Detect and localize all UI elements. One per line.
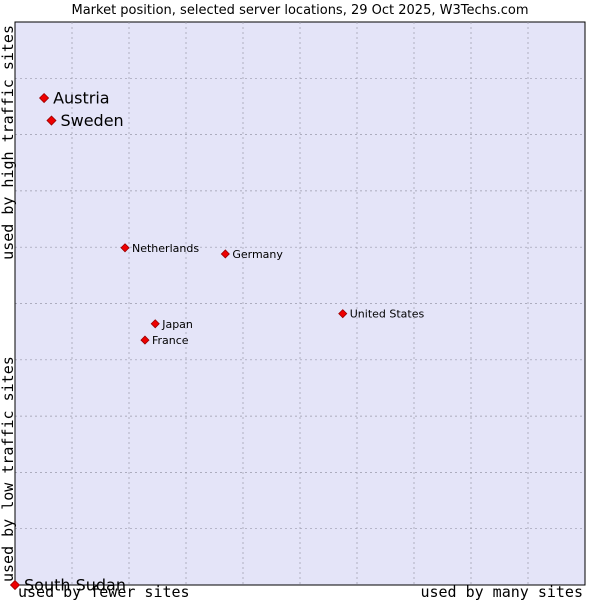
point-label-japan: Japan — [161, 318, 193, 331]
point-label-united-states: United States — [350, 308, 425, 321]
y-axis-label-low: used by low traffic sites — [0, 356, 17, 582]
point-marker-austria — [39, 92, 50, 104]
grid-lines — [15, 22, 585, 585]
point-marker-france — [140, 335, 150, 345]
data-points: Austria Sweden Netherlands Germany United St… — [9, 89, 425, 595]
point-marker-netherlands — [120, 243, 130, 253]
point-label-south-sudan: South Sudan — [24, 576, 126, 595]
point-label-austria: Austria — [53, 89, 110, 108]
chart-title: Market position, selected server locatio… — [71, 3, 528, 18]
point-marker-germany — [220, 249, 230, 259]
x-axis-label-right: used by many sites — [420, 583, 583, 600]
point-marker-south-sudan — [9, 579, 21, 591]
point-label-germany: Germany — [232, 248, 283, 261]
point-label-france: France — [152, 334, 189, 347]
point-marker-sweden — [46, 115, 57, 126]
point-label-netherlands: Netherlands — [132, 242, 199, 255]
point-marker-japan — [150, 319, 160, 329]
y-axis-label-high: used by high traffic sites — [0, 25, 17, 260]
point-marker-united-states — [338, 309, 348, 319]
point-label-sweden: Sweden — [60, 111, 123, 130]
x-axis-label-left: used by fewer sites — [18, 583, 190, 600]
plot-border — [14, 22, 585, 586]
